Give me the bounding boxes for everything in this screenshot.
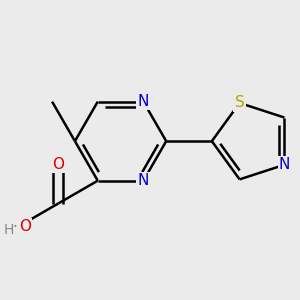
Text: ·: ·	[12, 220, 17, 236]
Text: N: N	[138, 173, 149, 188]
Text: O: O	[19, 219, 31, 234]
Text: H: H	[3, 223, 14, 237]
Text: N: N	[279, 157, 290, 172]
Text: S: S	[235, 95, 244, 110]
Text: O: O	[52, 157, 64, 172]
Text: N: N	[138, 94, 149, 109]
